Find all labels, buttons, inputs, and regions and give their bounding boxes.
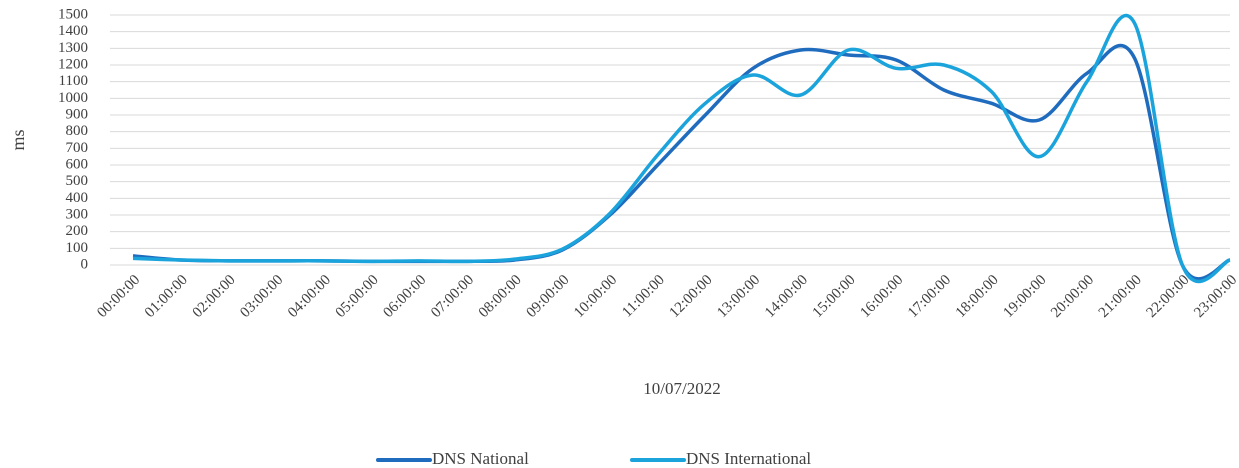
y-tick-label: 500 xyxy=(66,173,89,189)
y-tick-label: 1300 xyxy=(58,40,88,56)
x-tick-label: 06:00:00 xyxy=(380,272,429,321)
y-tick-label: 100 xyxy=(66,240,89,256)
y-tick-label: 400 xyxy=(66,190,89,206)
legend-label: DNS International xyxy=(686,449,811,468)
y-axis-title: ms xyxy=(8,129,28,150)
x-tick-label: 16:00:00 xyxy=(857,272,906,321)
x-tick-label: 14:00:00 xyxy=(762,272,811,321)
x-tick-label: 21:00:00 xyxy=(1096,272,1145,321)
x-tick-label: 02:00:00 xyxy=(190,272,239,321)
x-tick-label: 00:00:00 xyxy=(94,272,143,321)
y-tick-label: 1200 xyxy=(58,56,88,72)
y-tick-label: 800 xyxy=(66,123,89,139)
series-line xyxy=(132,13,1231,284)
y-tick-label: 1400 xyxy=(58,23,88,39)
x-tick-label: 07:00:00 xyxy=(428,272,477,321)
x-tick-label: 11:00:00 xyxy=(619,272,668,321)
legend-label: DNS National xyxy=(432,449,529,468)
x-tick-label: 15:00:00 xyxy=(810,272,859,321)
y-tick-label: 0 xyxy=(81,256,89,272)
y-tick-label: 1100 xyxy=(59,73,88,89)
y-tick-label: 700 xyxy=(66,140,89,156)
x-tick-label: 08:00:00 xyxy=(476,272,525,321)
x-tick-label: 13:00:00 xyxy=(714,272,763,321)
x-tick-label: 20:00:00 xyxy=(1048,272,1097,321)
x-tick-label: 10:00:00 xyxy=(571,272,620,321)
y-tick-label: 200 xyxy=(66,223,89,239)
y-tick-label: 300 xyxy=(66,206,89,222)
x-tick-label: 12:00:00 xyxy=(667,272,716,321)
x-tick-label: 09:00:00 xyxy=(523,272,572,321)
y-tick-label: 1500 xyxy=(58,6,88,22)
x-tick-label: 04:00:00 xyxy=(285,272,334,321)
y-tick-label: 600 xyxy=(66,156,89,172)
x-tick-label: 22:00:00 xyxy=(1144,272,1193,321)
x-tick-label: 03:00:00 xyxy=(237,272,286,321)
x-tick-label: 17:00:00 xyxy=(905,272,954,321)
x-tick-label: 01:00:00 xyxy=(142,272,191,321)
y-tick-label: 1000 xyxy=(58,90,88,106)
x-axis-title: 10/07/2022 xyxy=(643,379,720,398)
x-tick-label: 05:00:00 xyxy=(333,272,382,321)
series-line xyxy=(132,43,1231,281)
x-tick-label: 18:00:00 xyxy=(953,272,1002,321)
x-tick-label: 19:00:00 xyxy=(1000,272,1049,321)
y-tick-label: 900 xyxy=(66,106,89,122)
